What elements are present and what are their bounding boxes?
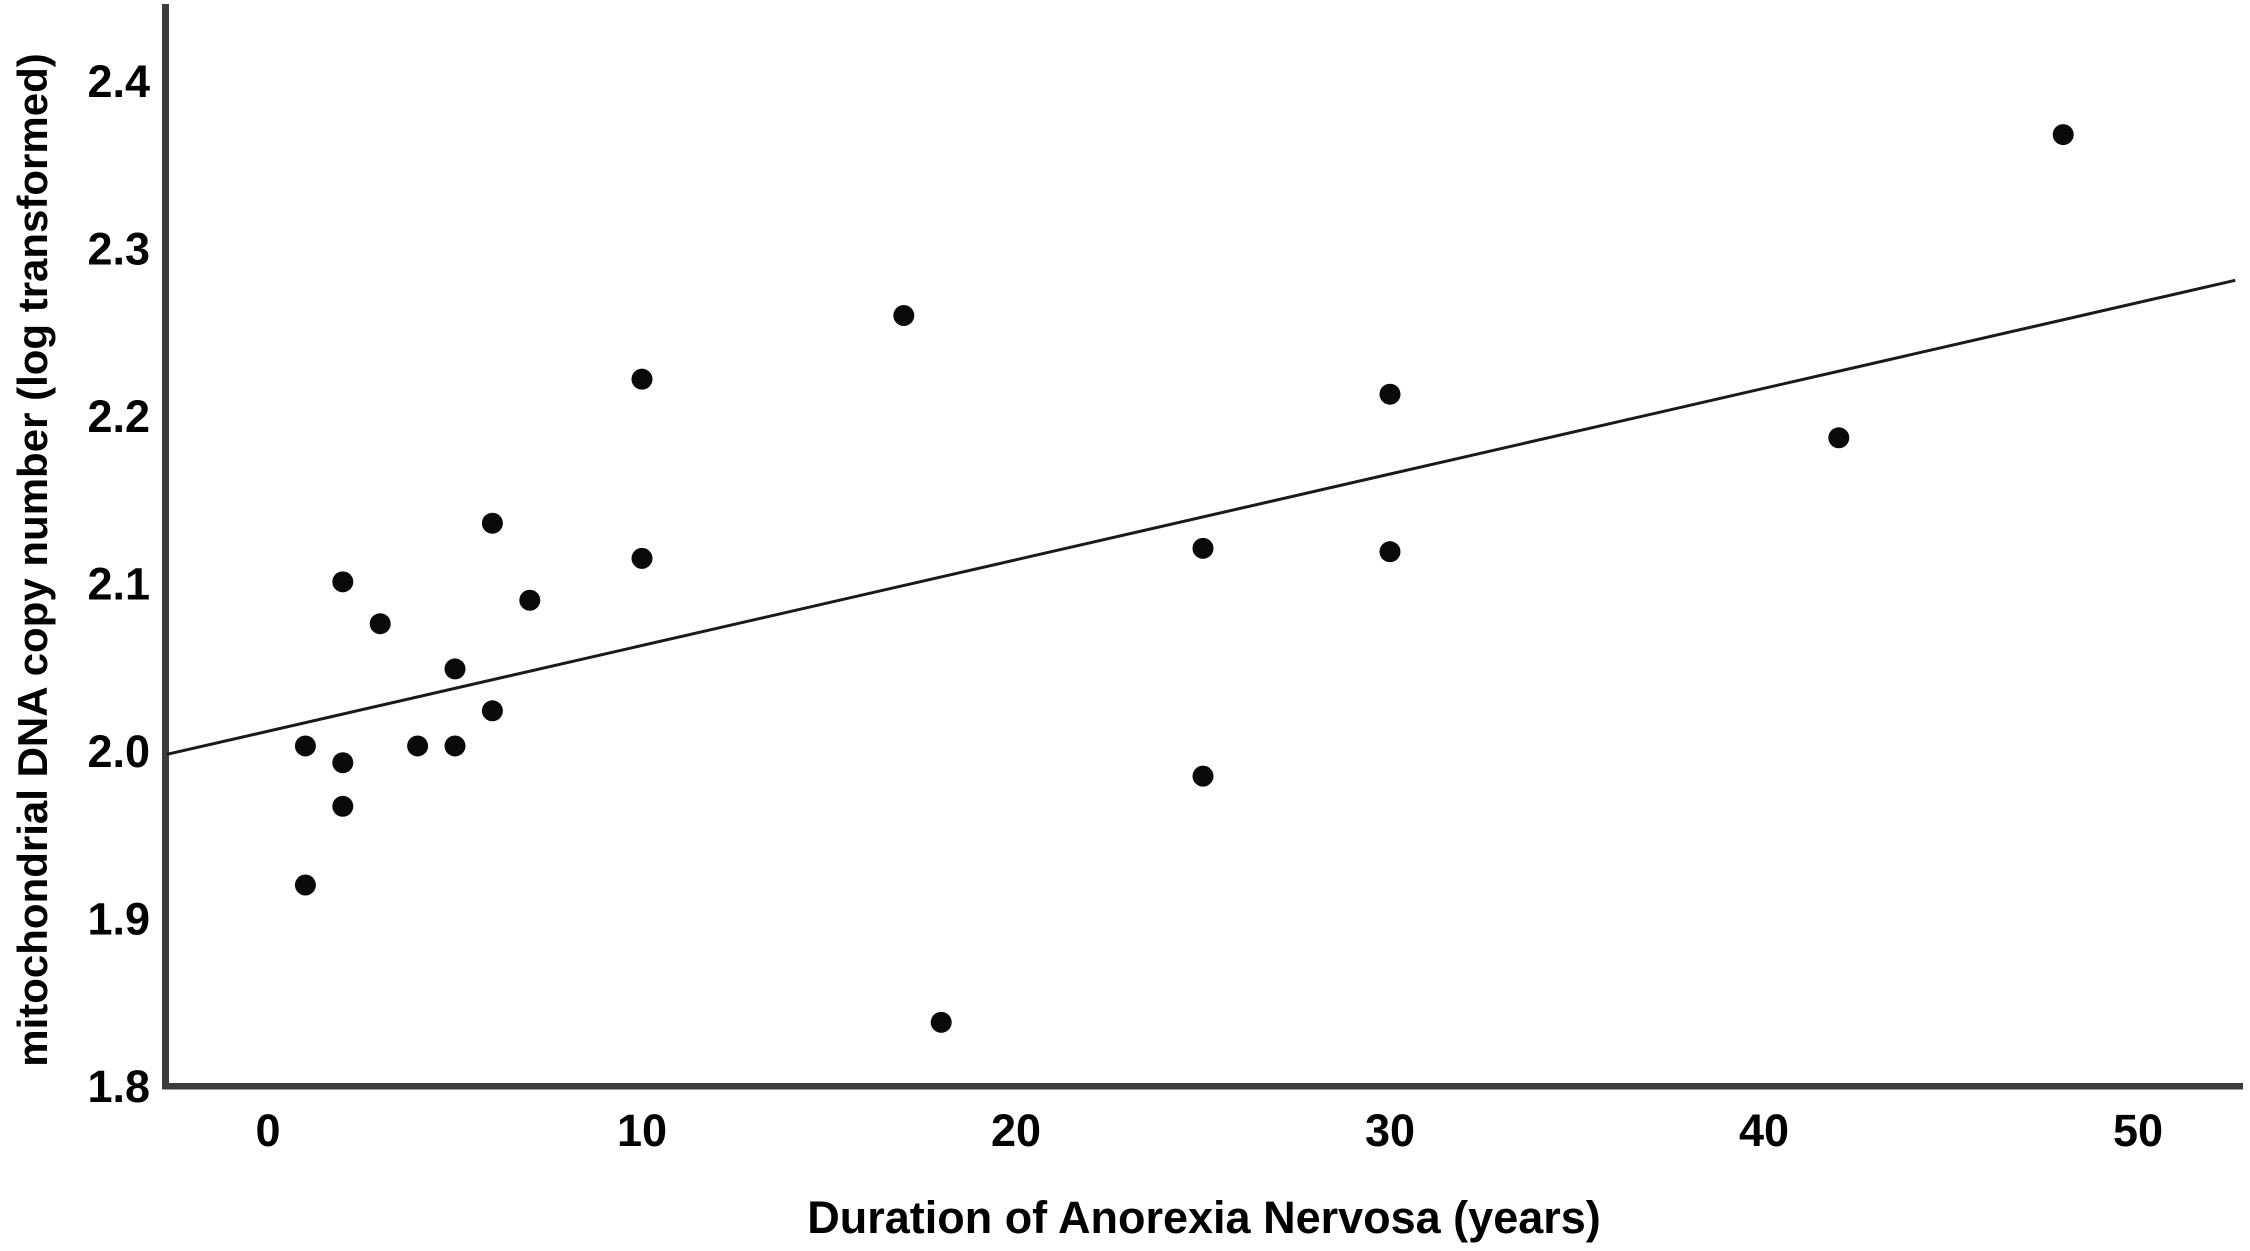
data-point <box>930 1011 952 1033</box>
data-point <box>294 874 316 896</box>
x-tick-label: 0 <box>255 1105 280 1156</box>
y-tick-label: 2.0 <box>87 726 150 777</box>
data-point <box>1379 383 1401 405</box>
data-point <box>332 571 354 593</box>
y-tick-label: 2.3 <box>87 224 150 275</box>
data-point <box>1192 537 1214 559</box>
x-tick-label: 40 <box>1739 1105 1789 1156</box>
data-point <box>332 752 354 774</box>
y-axis-title: mitochondrial DNA copy number (log trans… <box>9 53 56 1067</box>
data-point <box>407 735 429 757</box>
x-axis-line <box>162 1083 2243 1090</box>
x-tick-label: 10 <box>617 1105 667 1156</box>
y-tick-label: 2.1 <box>87 559 150 610</box>
data-point <box>519 589 541 611</box>
data-point <box>369 613 391 635</box>
data-point <box>1379 541 1401 563</box>
data-point <box>2052 124 2074 146</box>
data-point <box>481 512 503 534</box>
data-point <box>1828 427 1850 449</box>
y-tick-label: 2.2 <box>87 391 150 442</box>
data-point <box>294 735 316 757</box>
data-point <box>444 735 466 757</box>
trend-line <box>166 278 2236 756</box>
y-tick-label: 1.9 <box>87 894 150 945</box>
data-point <box>481 700 503 722</box>
data-point <box>631 547 653 569</box>
data-point <box>1192 765 1214 787</box>
x-tick-label: 50 <box>2113 1105 2163 1156</box>
x-tick-label: 30 <box>1365 1105 1415 1156</box>
plot-content: 1.8 1.9 2.0 2.1 2.2 2.3 2.4 0 10 20 30 40 50 <box>87 56 2236 1156</box>
x-axis-title: Duration of Anorexia Nervosa (years) <box>807 1192 1601 1243</box>
x-tick-label: 20 <box>991 1105 1041 1156</box>
data-point <box>893 305 915 326</box>
y-tick-label: 1.8 <box>87 1061 150 1112</box>
data-point <box>332 795 354 817</box>
data-point <box>631 368 653 390</box>
y-tick-label: 2.4 <box>87 56 150 107</box>
data-point <box>444 658 466 680</box>
y-axis-line <box>162 4 169 1089</box>
